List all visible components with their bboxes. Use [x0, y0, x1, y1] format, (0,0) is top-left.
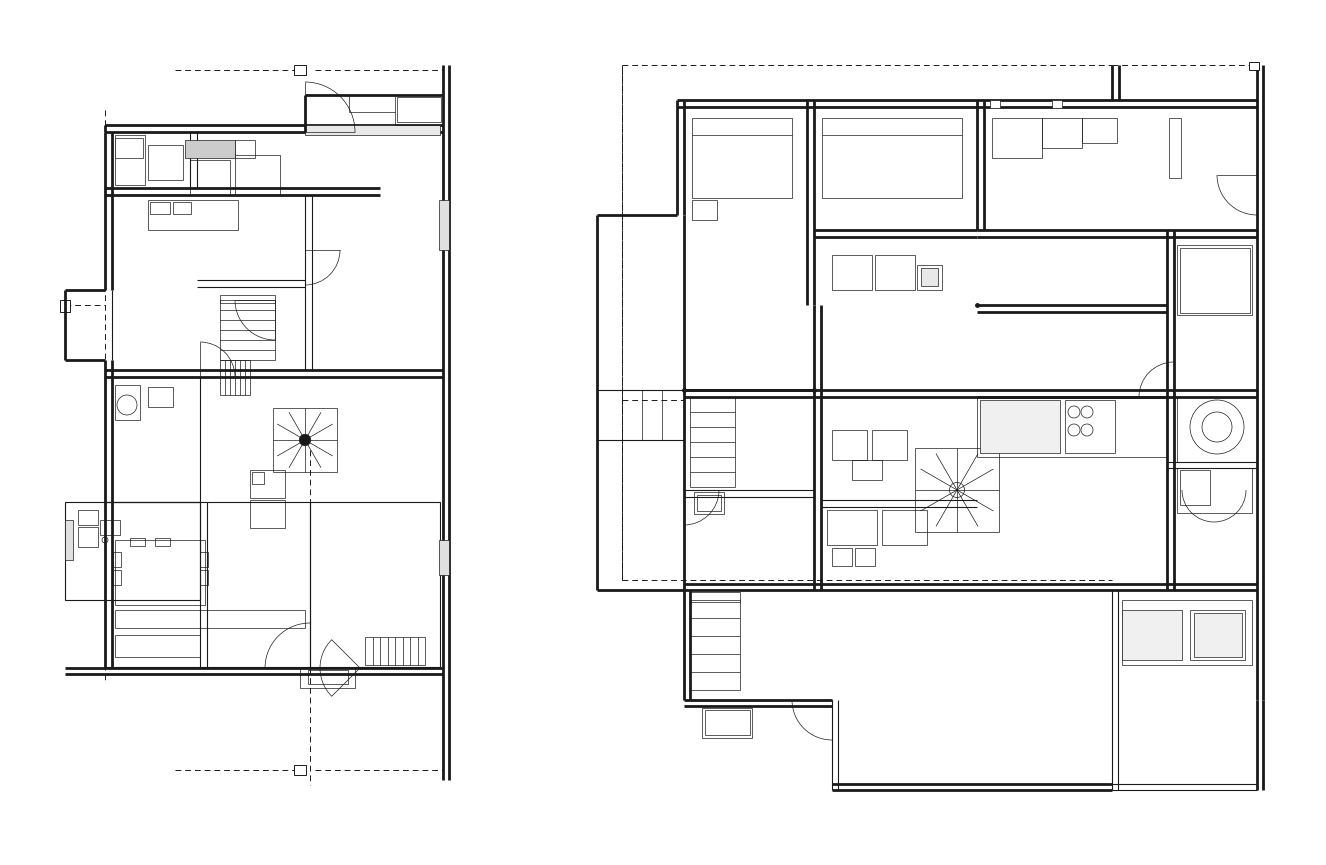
Bar: [305, 125, 440, 135]
Bar: [300, 668, 355, 688]
Bar: [115, 385, 141, 420]
Bar: [1170, 118, 1181, 178]
Bar: [992, 118, 1042, 158]
Bar: [115, 635, 200, 657]
Bar: [831, 548, 853, 566]
Bar: [155, 538, 170, 546]
Bar: [1177, 245, 1252, 315]
Bar: [692, 200, 717, 220]
Bar: [310, 502, 440, 667]
Circle shape: [300, 435, 310, 445]
Bar: [1065, 400, 1115, 453]
Bar: [991, 100, 1000, 108]
Bar: [149, 387, 172, 407]
Bar: [597, 390, 684, 440]
Bar: [396, 97, 442, 122]
Bar: [853, 460, 882, 480]
Bar: [105, 377, 200, 502]
Bar: [220, 360, 251, 395]
Bar: [1042, 118, 1082, 148]
Bar: [875, 255, 915, 290]
Bar: [130, 538, 145, 546]
Bar: [172, 202, 191, 214]
Bar: [186, 140, 235, 158]
Bar: [149, 145, 183, 180]
Bar: [918, 265, 941, 290]
Bar: [149, 200, 237, 230]
Bar: [439, 540, 450, 575]
Bar: [439, 200, 450, 250]
Bar: [220, 300, 274, 360]
Bar: [915, 448, 998, 532]
Bar: [692, 118, 792, 198]
Bar: [308, 670, 347, 684]
Bar: [827, 510, 876, 545]
Bar: [65, 520, 73, 560]
Bar: [697, 495, 721, 511]
Bar: [235, 140, 255, 158]
Bar: [1193, 613, 1242, 657]
Bar: [1052, 100, 1062, 108]
Bar: [273, 408, 337, 472]
Bar: [190, 160, 229, 195]
Bar: [115, 610, 305, 628]
Bar: [1082, 118, 1116, 143]
Bar: [1122, 610, 1181, 660]
Bar: [235, 155, 280, 195]
Bar: [60, 300, 70, 312]
Bar: [855, 548, 875, 566]
Bar: [1177, 468, 1252, 513]
Bar: [220, 295, 274, 303]
Bar: [980, 400, 1059, 453]
Bar: [294, 65, 306, 75]
Bar: [705, 710, 751, 735]
Bar: [873, 430, 907, 460]
Bar: [1180, 248, 1250, 313]
Bar: [1180, 470, 1211, 505]
Bar: [690, 600, 740, 690]
Bar: [78, 527, 98, 547]
Bar: [115, 540, 206, 605]
Bar: [99, 520, 119, 535]
Bar: [113, 570, 121, 585]
Bar: [922, 268, 937, 286]
Bar: [200, 570, 208, 585]
Bar: [200, 552, 208, 567]
Bar: [1189, 610, 1245, 660]
Bar: [251, 500, 285, 528]
Bar: [690, 397, 735, 487]
Bar: [690, 592, 740, 602]
Bar: [831, 255, 873, 290]
Bar: [115, 138, 143, 158]
Bar: [150, 202, 170, 214]
Bar: [693, 492, 724, 514]
Bar: [105, 502, 310, 667]
Bar: [831, 430, 867, 460]
Bar: [251, 470, 285, 498]
Bar: [701, 708, 752, 738]
Bar: [1249, 62, 1258, 70]
Bar: [1177, 397, 1257, 462]
Bar: [882, 510, 927, 545]
Bar: [1122, 600, 1252, 665]
Bar: [822, 118, 961, 198]
Bar: [977, 397, 1167, 457]
Bar: [252, 472, 264, 484]
Bar: [78, 510, 98, 525]
Bar: [65, 502, 200, 600]
Bar: [365, 637, 426, 665]
Bar: [115, 135, 145, 185]
Bar: [294, 765, 306, 775]
Bar: [395, 95, 443, 125]
Bar: [113, 552, 121, 567]
